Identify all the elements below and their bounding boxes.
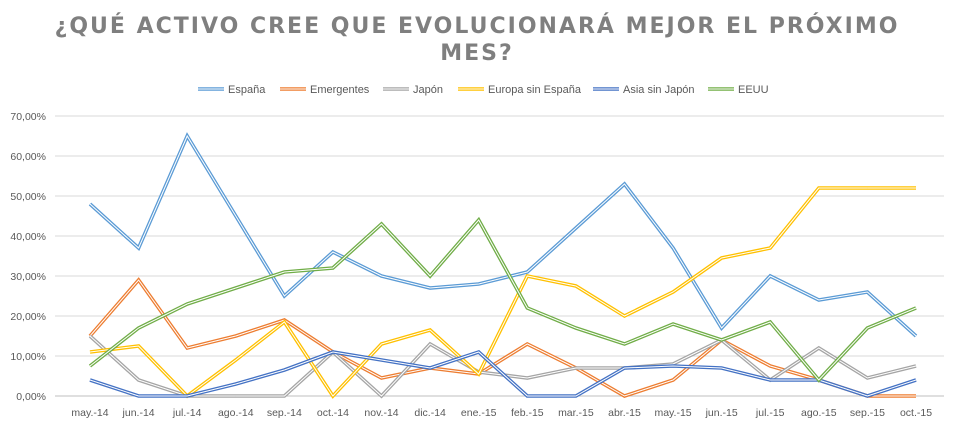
y-tick-label: 10,00%: [10, 351, 46, 363]
x-tick-label: jul.-14: [172, 407, 202, 419]
x-tick-label: oct.-14: [317, 407, 349, 419]
x-tick-label: may.-15: [654, 407, 691, 419]
legend-label: Japón: [413, 84, 443, 96]
x-tick-label: jul.-15: [755, 407, 785, 419]
x-tick-label: sep.-15: [850, 407, 885, 419]
x-tick-label: sep.-14: [267, 407, 302, 419]
legend: España Emergentes Japón Europa sin España As…: [198, 84, 769, 96]
y-tick-label: 60,00%: [10, 151, 46, 163]
y-tick-label: 50,00%: [10, 191, 46, 203]
x-tick-label: feb.-15: [511, 407, 544, 419]
legend-item: España: [198, 84, 266, 96]
legend-item: Asia sin Japón: [593, 84, 695, 96]
legend-label: España: [228, 84, 266, 96]
x-tick-label: nov.-14: [364, 407, 398, 419]
series-line-inner: [89, 134, 917, 337]
x-tick-label: dic.-14: [414, 407, 446, 419]
y-tick-label: 20,00%: [10, 311, 46, 323]
series-line-inner: [89, 279, 916, 397]
series-4: [89, 349, 917, 398]
y-tick-label: 0,00%: [16, 391, 46, 403]
x-tick-label: jun.-15: [705, 407, 738, 419]
series-line-inner: [89, 219, 917, 381]
x-axis: may.-14 jun.-14 jul.-14 ago.-14 sep.-14 oct.-…: [71, 407, 932, 419]
legend-label: Asia sin Japón: [623, 84, 695, 96]
chart-title-line-1: ¿QUÉ ACTIVO CREE QUE EVOLUCIONARÁ MEJOR …: [55, 13, 900, 39]
series-0: [88, 132, 918, 338]
legend-label: Emergentes: [310, 84, 370, 96]
series-line-inner: [89, 187, 916, 397]
legend-item: Europa sin España: [458, 84, 582, 96]
y-axis: 0,00% 10,00% 20,00% 30,00% 40,00% 50,00% 60,00…: [10, 111, 46, 403]
legend-label: Europa sin España: [488, 84, 582, 96]
legend-item: Emergentes: [280, 84, 370, 96]
x-tick-label: ago.-15: [801, 407, 837, 419]
series-line-inner: [89, 351, 917, 397]
series-5: [88, 216, 917, 383]
y-tick-label: 70,00%: [10, 111, 46, 123]
gridlines: [55, 115, 944, 397]
y-tick-label: 40,00%: [10, 231, 46, 243]
x-tick-label: may.-14: [71, 407, 108, 419]
x-tick-label: abr.-15: [608, 407, 641, 419]
legend-item: EEUU: [708, 84, 769, 96]
x-tick-label: ene.-15: [461, 407, 497, 419]
legend-item: Japón: [383, 84, 443, 96]
x-tick-label: ago.-14: [218, 407, 254, 419]
x-tick-label: oct.-15: [900, 407, 932, 419]
y-tick-label: 30,00%: [10, 271, 46, 283]
x-tick-label: mar.-15: [558, 407, 594, 419]
x-tick-label: jun.-14: [122, 407, 155, 419]
legend-label: EEUU: [738, 84, 769, 96]
chart-title-line-2: MES?: [440, 41, 514, 66]
series-lines: [88, 132, 918, 399]
